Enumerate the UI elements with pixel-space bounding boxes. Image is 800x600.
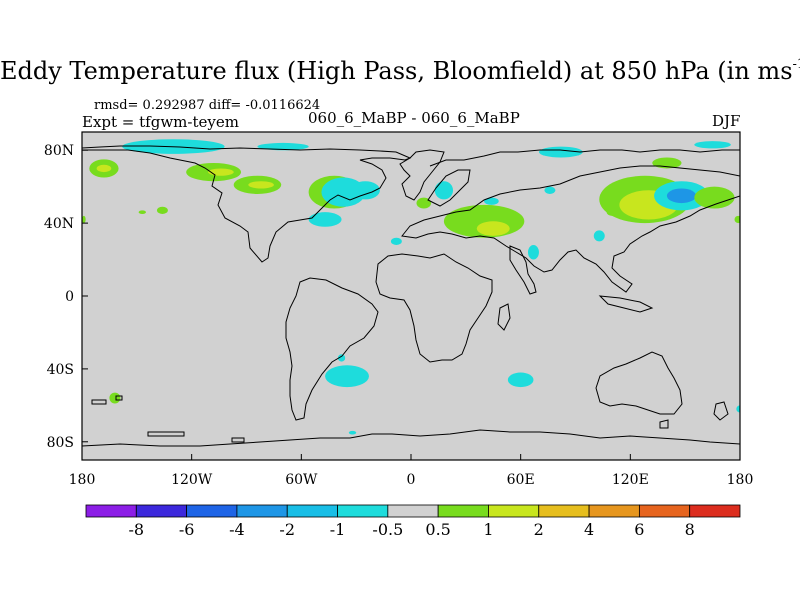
colorbar-label-1: -6: [178, 520, 195, 539]
x-tick-label-5: 120E: [612, 472, 649, 488]
flux-region-29: [694, 186, 735, 209]
coastline-india: [509, 245, 537, 295]
flux-region-30: [606, 208, 618, 216]
flux-region-12: [257, 142, 309, 151]
colorbar-box-1: [135, 504, 188, 518]
colorbar-box-9: [538, 504, 590, 518]
x-tick-label-0: 180: [69, 472, 96, 488]
coastline-small-island-4: [115, 395, 123, 401]
center-label: 060_6_MaBP - 060_6_MaBP: [308, 109, 520, 127]
y-tick-label-2: 0: [65, 289, 74, 305]
coastline-north-america: [82, 145, 412, 263]
flux-region-23: [544, 186, 556, 194]
flux-region-24: [390, 237, 402, 245]
colorbar-box-5: [337, 504, 389, 518]
flux-region-9: [308, 212, 342, 227]
colorbar-box-11: [638, 504, 691, 518]
flux-region-3: [208, 168, 234, 176]
coastline-tasmania: [659, 419, 669, 429]
coastline: [82, 145, 740, 447]
flux-region-35: [337, 354, 346, 362]
flux-region-34: [325, 365, 369, 388]
flux-region-28: [666, 188, 697, 204]
season-label: DJF: [712, 112, 741, 130]
x-tick-label-6: 180: [727, 472, 754, 488]
flux-regions: [82, 139, 740, 435]
coastline-south-america: [285, 277, 379, 421]
flux-region-1: [96, 164, 112, 173]
flux-region-19: [434, 181, 454, 200]
y-tick-label-0: 80N: [44, 143, 74, 159]
flux-region-36: [507, 372, 534, 388]
coastline-eurasia: [401, 165, 740, 293]
colorbar-box-2: [186, 504, 238, 518]
coastline-arctic-russia: [429, 149, 740, 167]
y-tick-label-1: 40N: [44, 216, 74, 232]
colorbar-label-3: -2: [279, 520, 296, 539]
coastline-small-island-1: [147, 431, 185, 437]
flux-region-4: [156, 206, 168, 215]
chart-title-main: Eddy Temperature flux (High Pass, Bloomf…: [0, 57, 793, 85]
flux-region-17: [476, 221, 510, 236]
coastline-antarctica: [82, 429, 740, 447]
colorbar-label-9: 4: [583, 520, 595, 539]
flux-region-21: [527, 244, 539, 260]
y-axis-ticks: 80N 40N 0 40S 80S: [44, 143, 88, 451]
colorbar-label-0: -8: [128, 520, 145, 539]
colorbar-label-10: 6: [634, 520, 645, 539]
coastline-new-zealand: [713, 401, 729, 421]
colorbar-label-11: 8: [684, 520, 695, 539]
chart-title: Eddy Temperature flux (High Pass, Bloomf…: [0, 57, 800, 85]
flux-region-13: [538, 146, 583, 158]
flux-region-38: [348, 430, 357, 435]
x-tick-label-4: 60E: [507, 472, 535, 488]
colorbar-label-5: -0.5: [372, 520, 404, 539]
flux-region-37: [109, 392, 121, 404]
x-tick-label-2: 60W: [285, 472, 318, 488]
experiment-line: Expt = tfgwm-teyem: [82, 113, 239, 131]
coastline-small-island-3: [91, 399, 107, 405]
flux-region-31: [138, 210, 146, 214]
colorbar-label-2: -4: [229, 520, 245, 539]
colorbar-box-12: [689, 504, 741, 518]
y-tick-label-4: 80S: [47, 435, 74, 451]
flux-region-6: [248, 181, 274, 189]
colorbar-box-8: [488, 504, 540, 518]
colorbar-label-7: 1: [483, 520, 494, 539]
stats-line: rmsd= 0.292987 diff= -0.0116624: [94, 98, 321, 113]
colorbar-label-6: 0.5: [425, 520, 451, 539]
flux-region-14: [694, 141, 731, 149]
coastline-indonesia: [598, 295, 654, 313]
colorbar: [85, 504, 741, 518]
colorbar-box-3: [236, 504, 288, 518]
colorbar-box-10: [588, 504, 640, 518]
coastline-madagascar: [497, 303, 511, 331]
flux-region-39: [736, 405, 740, 413]
colorbar-box-7: [437, 504, 489, 518]
coastline-small-island-2: [231, 437, 245, 443]
coastline-greenland: [399, 149, 445, 201]
flux-region-33: [82, 215, 86, 224]
coastline-scandinavia: [427, 169, 471, 207]
y-tick-label-3: 40S: [47, 362, 74, 378]
coastline-africa: [375, 253, 493, 363]
flux-region-20: [484, 197, 499, 205]
flux-region-32: [734, 215, 740, 224]
flux-region-18: [416, 197, 432, 209]
x-axis-ticks: 180 120W 60W 0 60E 120E 180: [69, 454, 754, 488]
flux-region-10: [350, 181, 380, 200]
colorbar-box-6: [387, 504, 439, 518]
colorbar-box-4: [286, 504, 338, 518]
flux-region-22: [593, 230, 605, 242]
x-tick-label-1: 120W: [171, 472, 213, 488]
colorbar-label-4: -1: [329, 520, 346, 539]
chart-title-superscript: -1: [792, 57, 800, 72]
coastline-australia: [595, 351, 683, 415]
x-tick-label-3: 0: [407, 472, 416, 488]
colorbar-box-0: [85, 504, 137, 518]
colorbar-label-8: 2: [533, 520, 544, 539]
